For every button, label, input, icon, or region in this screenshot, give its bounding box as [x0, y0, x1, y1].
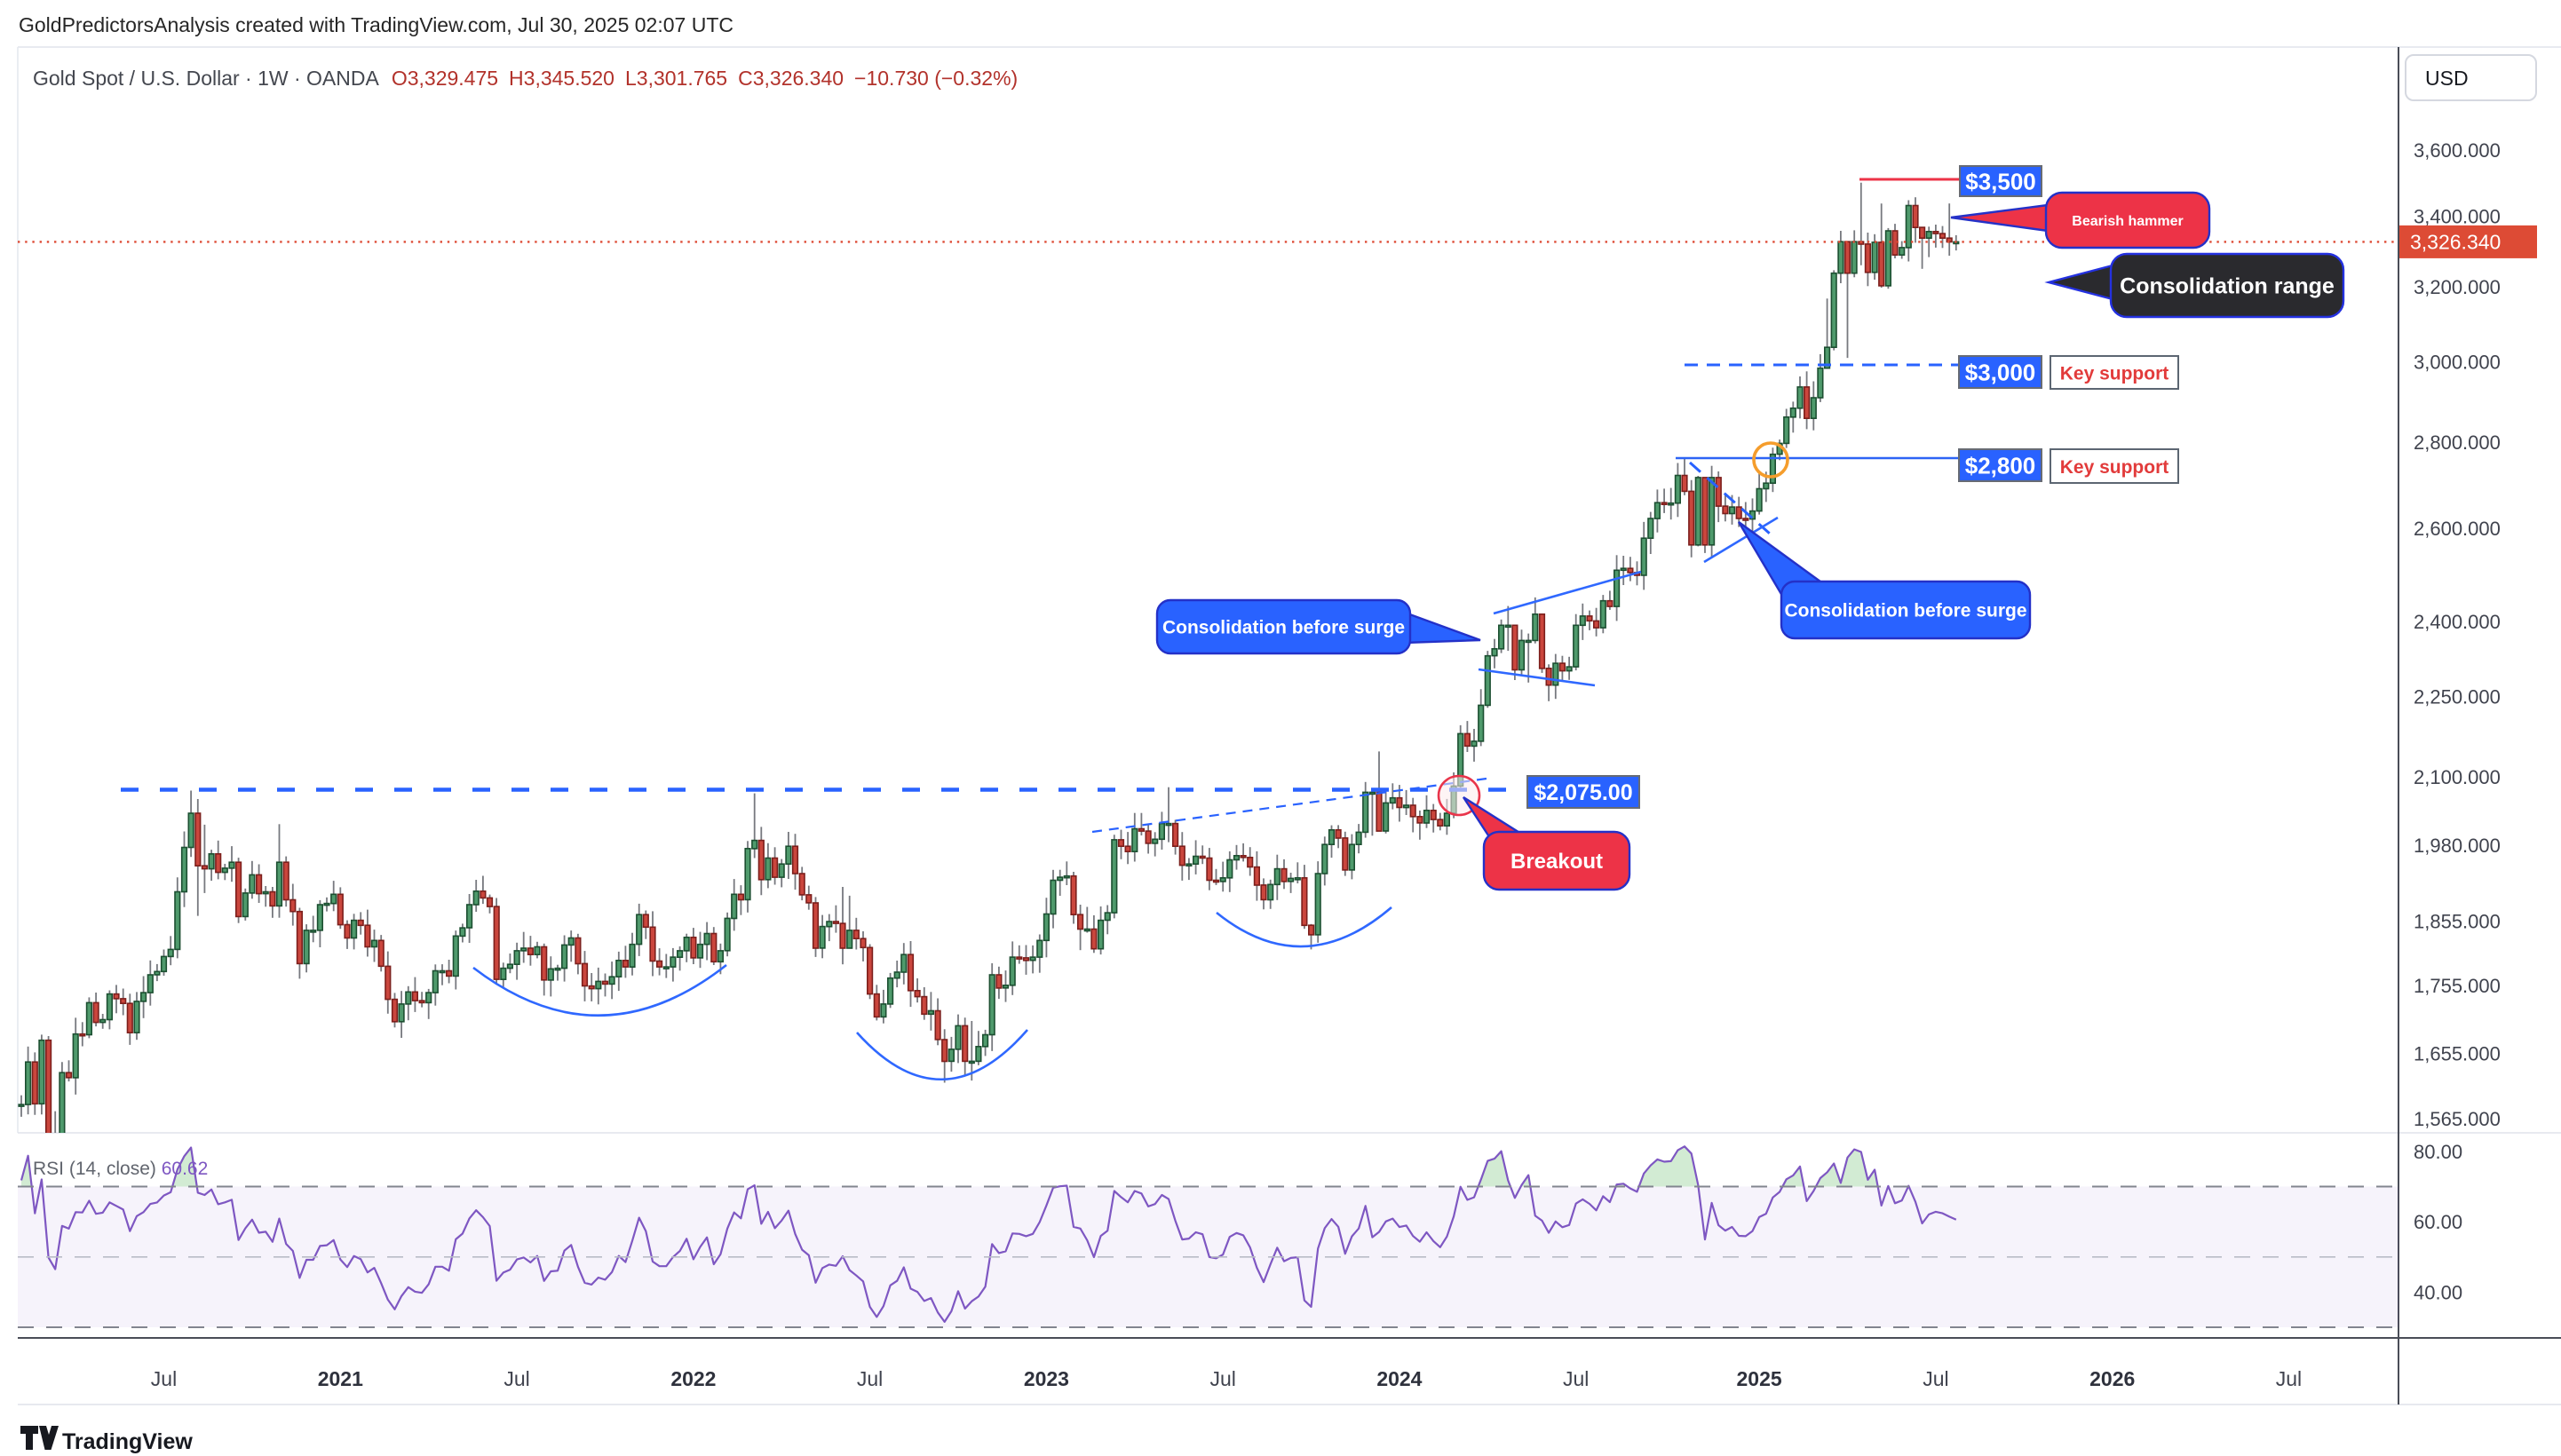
svg-text:2,250.000: 2,250.000 [2414, 685, 2501, 708]
svg-text:1,755.000: 1,755.000 [2414, 975, 2501, 997]
svg-text:Breakout: Breakout [1510, 850, 1603, 874]
svg-text:Jul: Jul [151, 1367, 177, 1390]
svg-text:Key support: Key support [2060, 364, 2169, 384]
svg-text:Jul: Jul [1563, 1367, 1589, 1390]
svg-text:Consolidation before surge: Consolidation before surge [1784, 601, 2026, 621]
svg-text:Consolidation before surge: Consolidation before surge [1162, 618, 1405, 638]
svg-text:3,000.000: 3,000.000 [2414, 352, 2501, 374]
svg-text:Jul: Jul [2276, 1367, 2302, 1390]
svg-text:2021: 2021 [318, 1367, 363, 1390]
svg-text:2,100.000: 2,100.000 [2414, 766, 2501, 788]
svg-text:Consolidation range: Consolidation range [2120, 274, 2335, 299]
svg-text:2025: 2025 [1737, 1367, 1782, 1390]
svg-text:2026: 2026 [2089, 1367, 2135, 1390]
svg-text:2024: 2024 [1376, 1367, 1422, 1390]
svg-text:$2,800: $2,800 [1965, 452, 2036, 479]
svg-text:TradingView: TradingView [62, 1429, 193, 1454]
svg-text:Jul: Jul [857, 1367, 883, 1390]
svg-text:3,600.000: 3,600.000 [2414, 139, 2501, 162]
svg-text:2023: 2023 [1024, 1367, 1069, 1390]
svg-text:$2,075.00: $2,075.00 [1534, 780, 1632, 805]
svg-text:40.00: 40.00 [2414, 1281, 2462, 1303]
svg-text:Jul: Jul [1209, 1367, 1235, 1390]
svg-text:3,200.000: 3,200.000 [2414, 276, 2501, 298]
svg-text:2022: 2022 [670, 1367, 716, 1390]
svg-text:2,600.000: 2,600.000 [2414, 518, 2501, 540]
svg-text:RSI (14, close) 60.62: RSI (14, close) 60.62 [33, 1159, 208, 1179]
svg-text:1,980.000: 1,980.000 [2414, 835, 2501, 857]
svg-text:USD: USD [2425, 67, 2469, 90]
svg-text:2,800.000: 2,800.000 [2414, 431, 2501, 454]
svg-text:1,655.000: 1,655.000 [2414, 1043, 2501, 1065]
svg-text:1,855.000: 1,855.000 [2414, 910, 2501, 932]
svg-text:3,400.000: 3,400.000 [2414, 206, 2501, 228]
svg-text:Key support: Key support [2060, 457, 2169, 478]
svg-text:1,565.000: 1,565.000 [2414, 1108, 2501, 1130]
svg-text:80.00: 80.00 [2414, 1141, 2462, 1163]
svg-text:Jul: Jul [1923, 1367, 1948, 1390]
svg-text:$3,500: $3,500 [1965, 168, 2036, 194]
svg-text:Gold Spot / U.S. Dollar · 1W ·: Gold Spot / U.S. Dollar · 1W · OANDA O3,3… [33, 67, 1018, 90]
svg-text:60.00: 60.00 [2414, 1211, 2462, 1233]
svg-text:3,326.340: 3,326.340 [2410, 230, 2501, 253]
svg-text:Jul: Jul [503, 1367, 529, 1390]
svg-text:Bearish hammer: Bearish hammer [2072, 214, 2183, 229]
svg-text:2,400.000: 2,400.000 [2414, 611, 2501, 633]
svg-text:$3,000: $3,000 [1965, 359, 2036, 385]
svg-text:GoldPredictorsAnalysis created: GoldPredictorsAnalysis created with Trad… [19, 13, 733, 36]
